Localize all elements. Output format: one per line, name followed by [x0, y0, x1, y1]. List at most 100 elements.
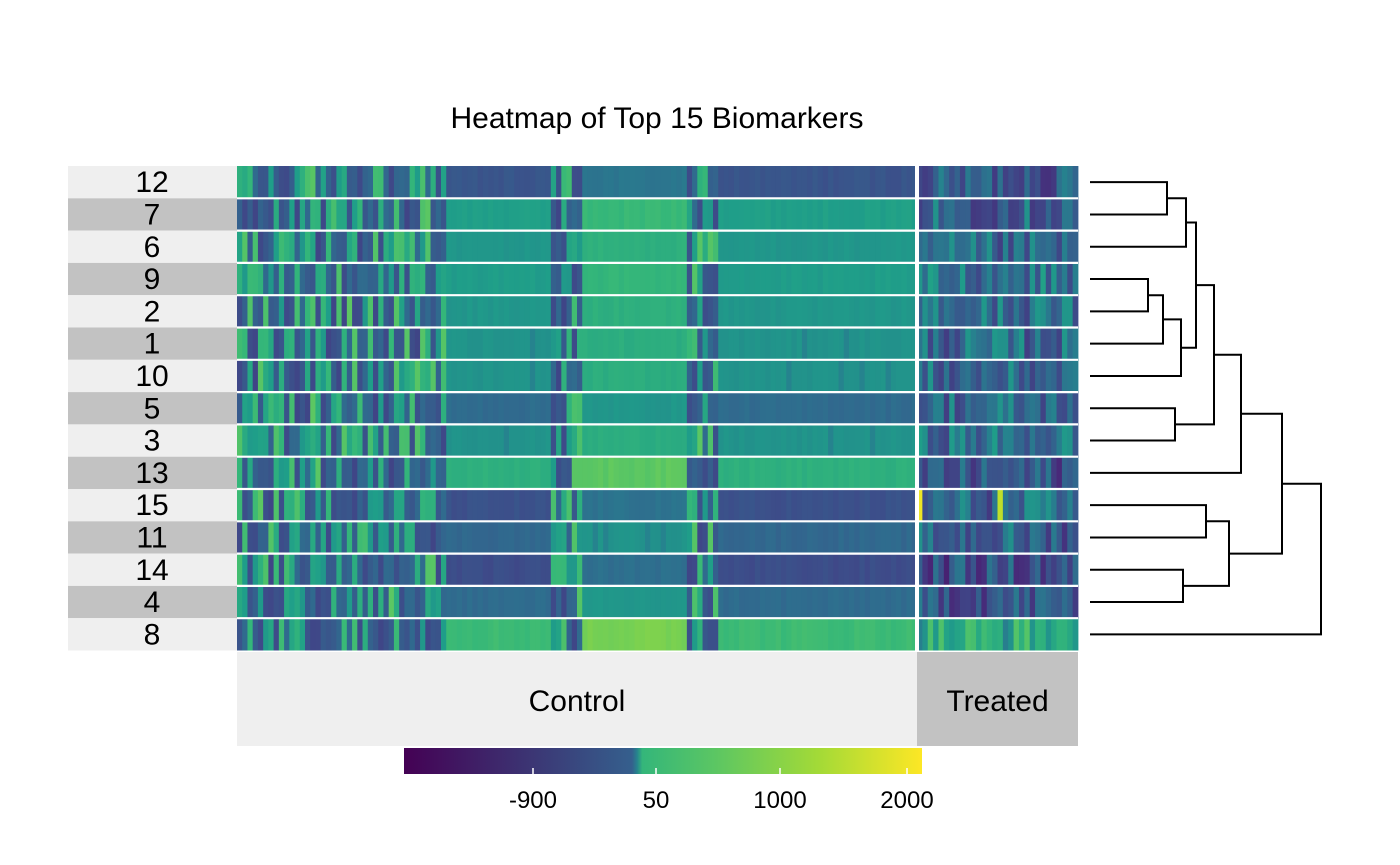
- heatmap-cell: [529, 585, 536, 619]
- heatmap-cell: [822, 489, 829, 522]
- heatmap-cell: [1013, 585, 1020, 619]
- heatmap-cell: [681, 489, 688, 522]
- heatmap-cell: [981, 327, 988, 360]
- heatmap-cell: [986, 230, 993, 263]
- heatmap-cell: [425, 359, 431, 393]
- heatmap-cell: [1008, 166, 1014, 199]
- heatmap-cell: [869, 521, 876, 554]
- heatmap-cell: [1035, 585, 1041, 619]
- heatmap-cell: [927, 262, 934, 296]
- heatmap-cell: [331, 553, 337, 586]
- heatmap-cell: [493, 262, 499, 296]
- heatmap-cell: [373, 327, 379, 360]
- heatmap-cell: [420, 198, 426, 231]
- heatmap-cell: [597, 198, 604, 231]
- heatmap-cell: [1013, 392, 1020, 425]
- heatmap-cell: [383, 230, 390, 263]
- heatmap-cell: [639, 424, 646, 457]
- heatmap-cell: [634, 489, 641, 522]
- heatmap-cell: [535, 327, 541, 360]
- heatmap-cell: [383, 424, 390, 457]
- heatmap-cell: [472, 392, 479, 425]
- heatmap-cell: [441, 262, 447, 296]
- heatmap-cell: [976, 359, 982, 393]
- heatmap-cell: [938, 521, 945, 554]
- heatmap-cell: [739, 198, 745, 231]
- heatmap-cell: [284, 166, 290, 199]
- heatmap-cell: [997, 166, 1004, 199]
- heatmap-cell: [864, 166, 871, 199]
- heatmap-cell: [676, 456, 683, 489]
- heatmap-cell: [660, 262, 667, 296]
- heatmap-cell: [597, 262, 604, 296]
- heatmap-cell: [906, 262, 913, 296]
- heatmap-cell: [388, 618, 395, 651]
- heatmap-cell: [388, 230, 395, 263]
- heatmap-cell: [488, 262, 494, 296]
- heatmap-cell: [1018, 489, 1025, 522]
- heatmap-cell: [1045, 489, 1052, 522]
- heatmap-cell: [493, 489, 499, 522]
- heatmap-cell: [613, 521, 620, 554]
- heatmap-cell: [461, 489, 468, 522]
- heatmap-cell: [954, 327, 961, 360]
- heatmap-cell: [524, 489, 531, 522]
- heatmap-cell: [949, 456, 955, 489]
- heatmap-cell: [1008, 295, 1014, 328]
- heatmap-cell: [571, 553, 578, 586]
- heatmap-cell: [509, 198, 515, 231]
- heatmap-cells: [237, 166, 1079, 651]
- heatmap-cell: [378, 327, 384, 360]
- heatmap-cell: [976, 553, 982, 586]
- heatmap-cell: [765, 230, 771, 263]
- heatmap-cell: [965, 424, 972, 457]
- heatmap-cell: [1061, 424, 1068, 457]
- heatmap-cell: [545, 618, 552, 651]
- heatmap-cell: [869, 489, 876, 522]
- heatmap-cell: [242, 392, 248, 425]
- heatmap-cell: [911, 424, 918, 457]
- heatmap-cell: [733, 456, 740, 489]
- heatmap-cell: [519, 295, 526, 328]
- heatmap-cell: [472, 327, 479, 360]
- heatmap-cell: [414, 521, 421, 554]
- heatmap-cell: [310, 585, 316, 619]
- heatmap-cell: [550, 456, 557, 489]
- heatmap-cell: [760, 327, 766, 360]
- heatmap-cell: [1072, 424, 1079, 457]
- heatmap-cell: [388, 585, 395, 619]
- heatmap-cell: [1056, 456, 1063, 489]
- heatmap-cell: [828, 521, 834, 554]
- heatmap-cell: [854, 295, 860, 328]
- heatmap-cell: [247, 489, 254, 522]
- heatmap-cell: [461, 359, 468, 393]
- heatmap-cell: [1040, 618, 1047, 651]
- heatmap-cell: [880, 553, 887, 586]
- heatmap-cell: [529, 166, 536, 199]
- heatmap-cell: [545, 521, 552, 554]
- heatmap-cell: [477, 230, 484, 263]
- heatmap-cell: [917, 166, 923, 199]
- heatmap-cell: [488, 295, 494, 328]
- heatmap-cell: [409, 262, 416, 296]
- heatmap-cell: [843, 553, 850, 586]
- heatmap-cell: [1018, 166, 1025, 199]
- heatmap-cell: [718, 392, 724, 425]
- heatmap-cell: [331, 521, 337, 554]
- heatmap-cell: [618, 456, 625, 489]
- heatmap-cell: [461, 198, 468, 231]
- heatmap-cell: [373, 166, 379, 199]
- heatmap-cell: [325, 166, 332, 199]
- heatmap-cell: [880, 585, 887, 619]
- heatmap-cell: [278, 424, 285, 457]
- heatmap-cell: [561, 359, 567, 393]
- heatmap-cell: [393, 198, 400, 231]
- heatmap-cell: [404, 489, 411, 522]
- heatmap-cell: [430, 553, 437, 586]
- heatmap-cell: [425, 392, 431, 425]
- heatmap-cell: [890, 295, 897, 328]
- heatmap-cell: [1056, 230, 1063, 263]
- dendrogram-link: [1090, 294, 1164, 345]
- heatmap-cell: [880, 359, 887, 393]
- heatmap-cell: [242, 424, 248, 457]
